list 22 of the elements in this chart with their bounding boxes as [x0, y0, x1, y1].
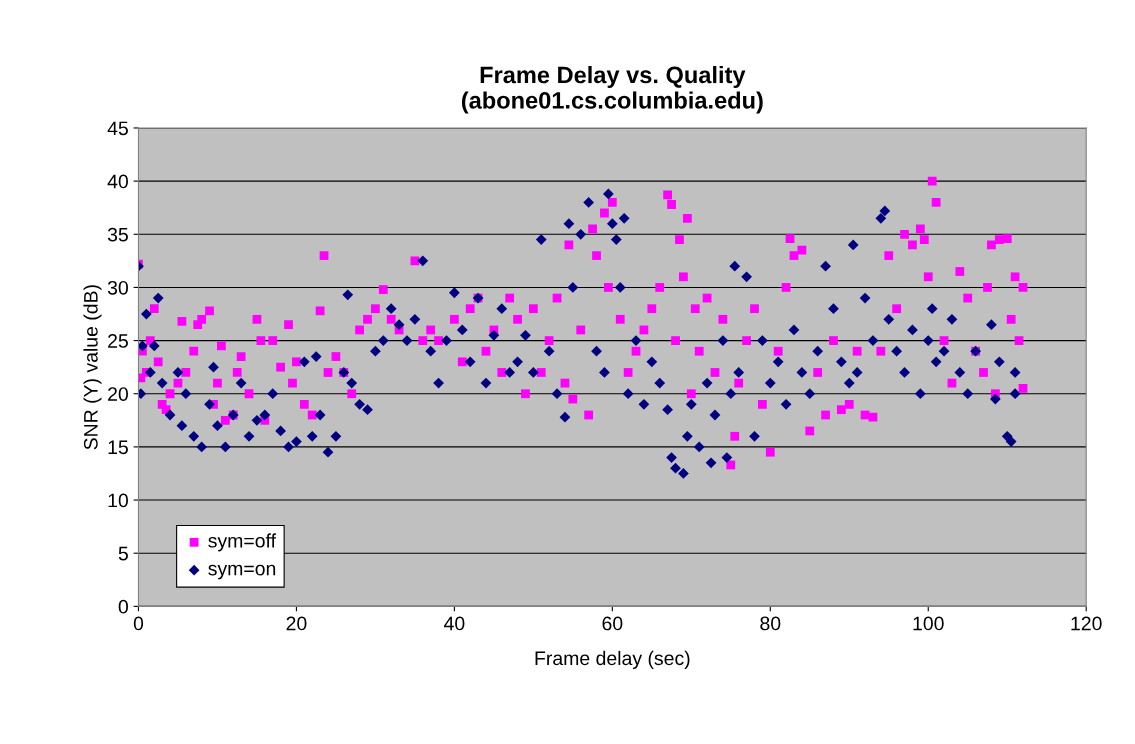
legend-label: sym=on — [208, 564, 276, 580]
x-tick-label: 40 — [444, 616, 465, 631]
x-tick-label: 60 — [602, 616, 623, 631]
y-tick-label: 0 — [118, 599, 128, 614]
y-tick-label: 5 — [118, 546, 128, 561]
x-tick-label: 100 — [913, 616, 944, 631]
y-tick-label: 25 — [108, 334, 128, 348]
y-tick-label: 40 — [107, 174, 128, 189]
y-tick-label: 35 — [107, 227, 128, 242]
x-axis-title: Frame delay (sec) — [535, 650, 690, 669]
x-tick-label: 20 — [286, 616, 307, 631]
legend-label: sym=off — [208, 533, 277, 552]
y-axis-title: SNR (Y) value (dB) — [83, 285, 102, 450]
x-tick-label: 0 — [133, 616, 144, 631]
chart-title: Frame Delay vs. Quality (abone01.cs.columbia.edu) — [461, 65, 763, 114]
y-tick-label: 10 — [108, 493, 128, 508]
y-tick-label: 45 — [107, 121, 128, 136]
y-tick-label: 15 — [108, 440, 128, 455]
y-tick-label: 20 — [108, 387, 128, 401]
x-tick-label: 80 — [760, 616, 781, 631]
y-tick-label: 30 — [107, 280, 128, 295]
x-tick-label: 120 — [1071, 616, 1102, 631]
